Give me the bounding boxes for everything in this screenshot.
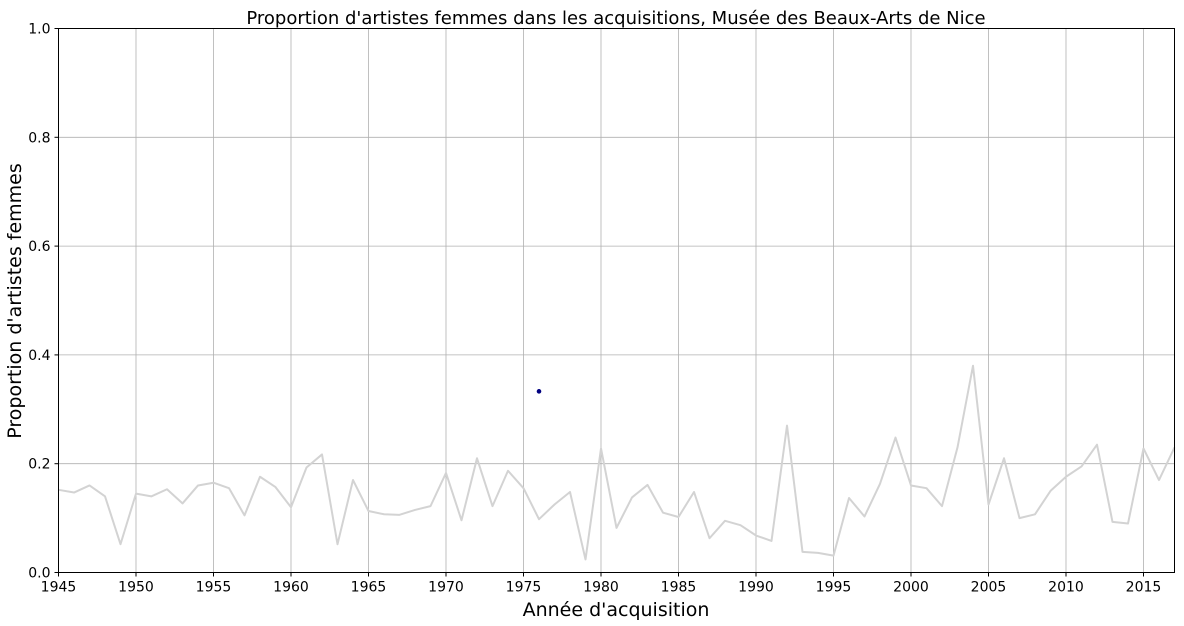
y-tick-label: 1.0: [28, 22, 50, 38]
series-line: [58, 364, 1176, 561]
y-axis: 0.0 0.2 0.4 0.6 0.8 1.0: [28, 22, 59, 582]
x-tick-label: 2010: [1048, 580, 1084, 596]
x-tick-label: 1995: [816, 580, 852, 596]
x-tick-label: 1990: [738, 580, 774, 596]
y-tick-label: 0.8: [28, 130, 50, 146]
x-axis-title: Année d'acquisition: [523, 599, 710, 621]
x-tick-label: 1950: [118, 580, 154, 596]
x-tick-label: 1980: [583, 580, 619, 596]
x-tick-label: 2005: [971, 580, 1007, 596]
y-tick-label: 0.4: [28, 348, 50, 364]
plot-frame: [58, 28, 1175, 573]
x-tick-label: 1985: [661, 580, 697, 596]
chart-title: Proportion d'artistes femmes dans les ac…: [246, 8, 985, 29]
series-layer: [58, 364, 1176, 561]
x-tick-label: 1970: [428, 580, 464, 596]
x-tick-label: 1955: [196, 580, 232, 596]
y-tick-label: 0.0: [28, 566, 50, 582]
x-tick-label: 2015: [1126, 580, 1162, 596]
grid: [58, 28, 1175, 573]
x-axis: 1945 1950 1955 1960 1965 1970 1975 1980 1985 1990…: [41, 572, 1162, 596]
y-tick-label: 0.2: [28, 457, 50, 473]
x-tick-label: 2000: [893, 580, 929, 596]
x-tick-label: 1975: [506, 580, 542, 596]
y-tick-label: 0.6: [28, 239, 50, 255]
y-axis-title: Proportion d'artistes femmes: [4, 163, 26, 439]
x-tick-label: 1965: [351, 580, 387, 596]
x-tick-label: 1960: [273, 580, 309, 596]
x-tick-label: 1945: [41, 580, 77, 596]
scatter-point: [536, 389, 542, 394]
